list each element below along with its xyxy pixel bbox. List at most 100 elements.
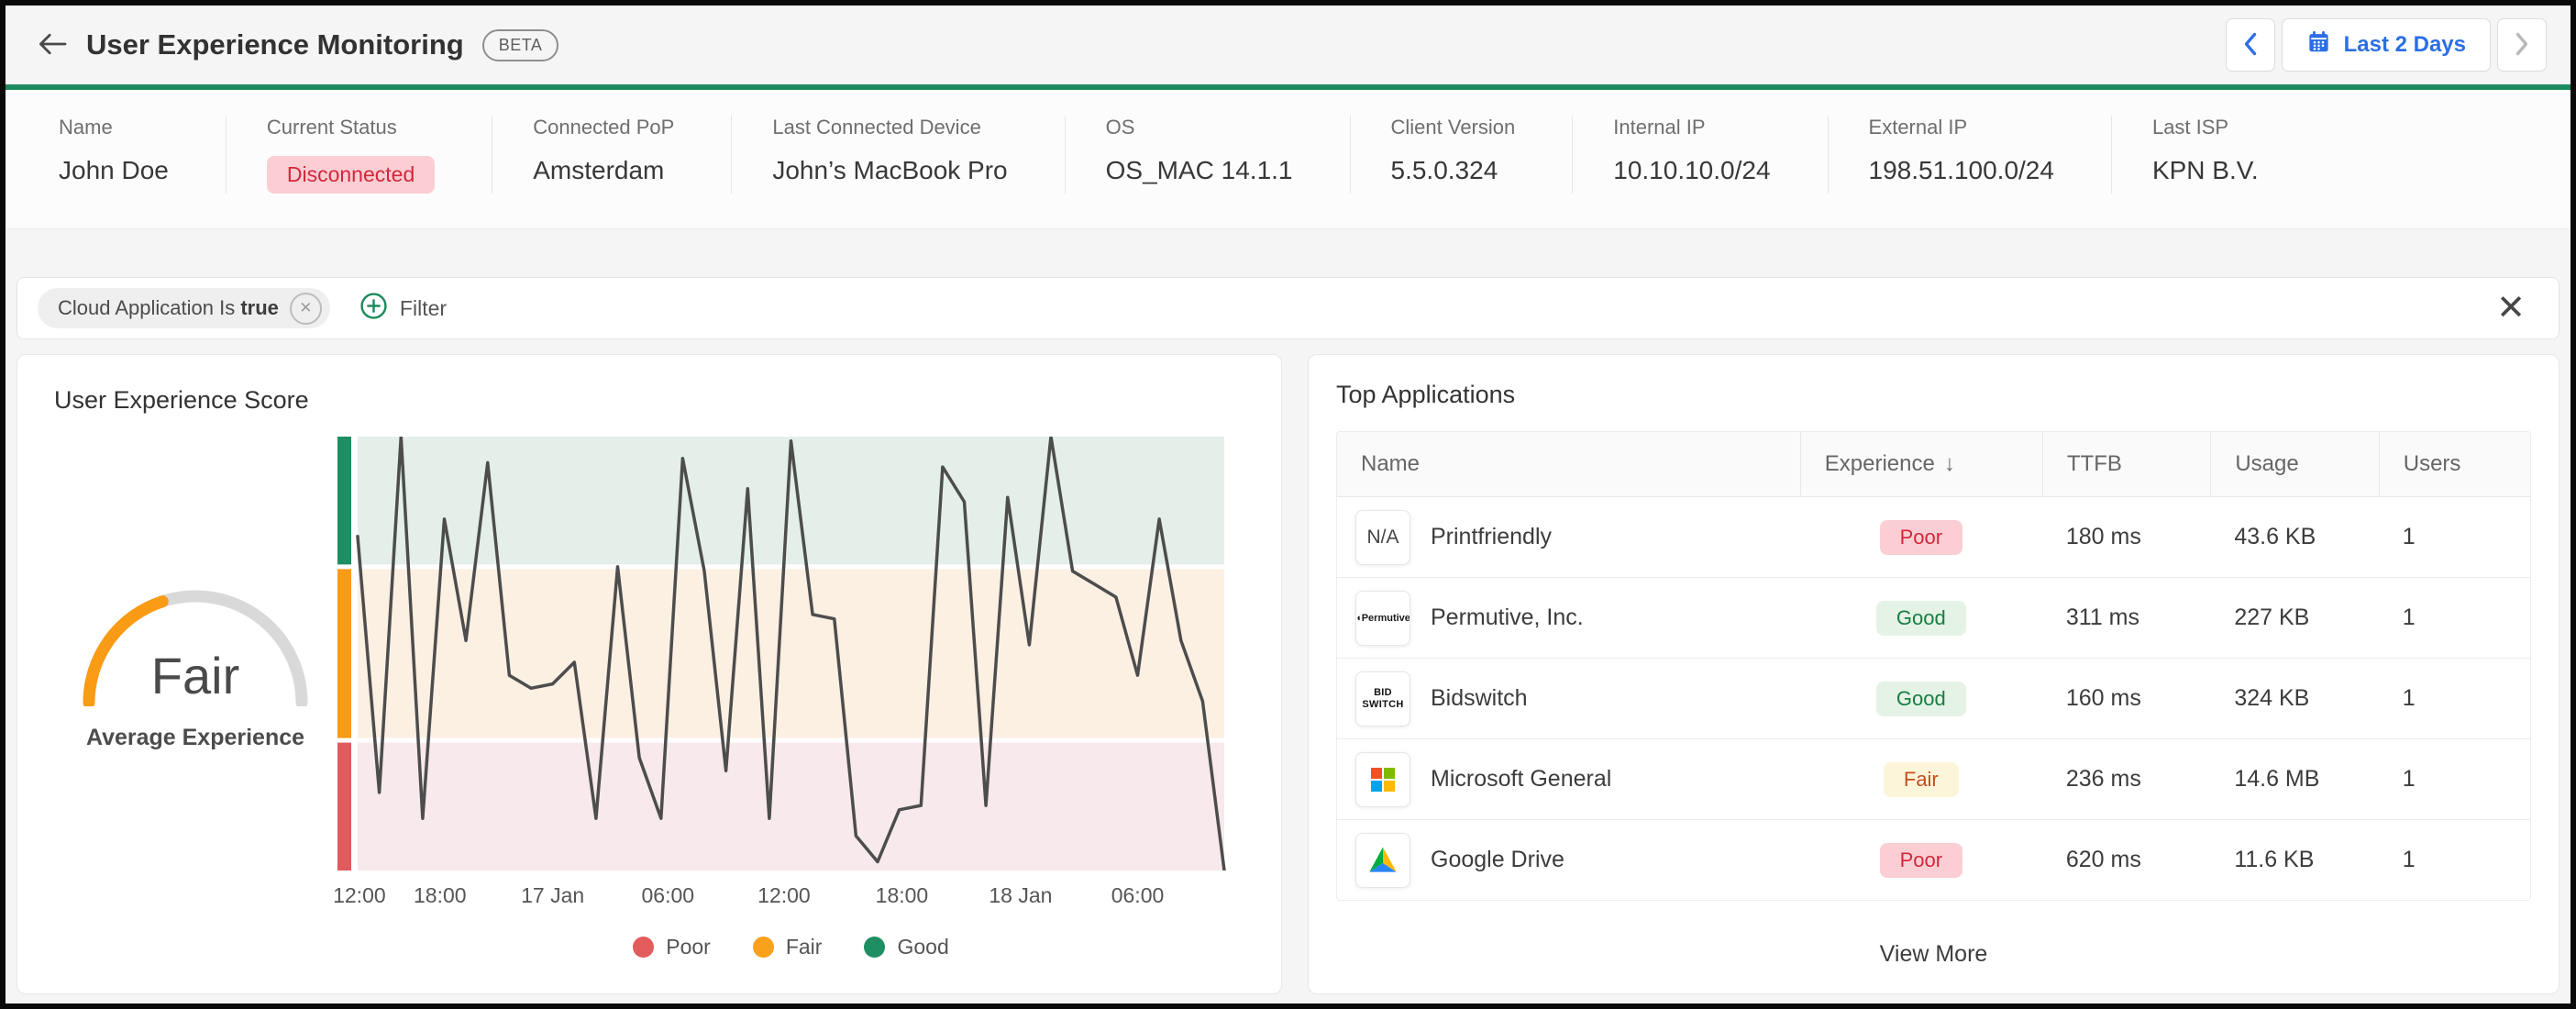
filter-chip-remove-icon[interactable]: ✕ — [289, 292, 322, 325]
app-name-cell: N/A Printfriendly — [1337, 509, 1800, 565]
info-field-label: Last ISP — [2151, 116, 2229, 139]
info-field-external-ip: External IP 198.51.100.0/24 — [1827, 116, 2111, 194]
info-field-value: OS_MAC 14.1.1 — [1105, 156, 1293, 184]
app-name-label: Google Drive — [1431, 847, 1564, 872]
date-range-picker: Last 2 Days — [2225, 18, 2547, 72]
column-header-users[interactable]: Users — [2378, 432, 2530, 496]
table-row-google-drive[interactable]: Google Drive Poor 620 ms 11.6 KB 1 — [1337, 820, 2530, 900]
band-fair — [358, 566, 1224, 741]
date-next-button[interactable] — [2497, 18, 2547, 72]
top-bar: User Experience Monitoring BETA — [6, 6, 2570, 84]
column-header-label: Name — [1361, 451, 1421, 476]
column-header-usage[interactable]: Usage — [2210, 432, 2378, 496]
date-prev-button[interactable] — [2225, 18, 2275, 72]
users-cell: 1 — [2402, 766, 2416, 792]
experience-cell: Good — [1800, 681, 2042, 716]
microsoft-icon — [1371, 767, 1395, 792]
app-name-label: Microsoft General — [1431, 766, 1612, 792]
sort-descending-icon: ↓ — [1943, 451, 1955, 476]
column-header-label: Experience — [1824, 451, 1935, 476]
app-icon-na: N/A — [1355, 509, 1410, 565]
chevron-left-icon — [2241, 30, 2260, 61]
info-field-label: Internal IP — [1613, 116, 1706, 139]
legend-label: Poor — [666, 935, 711, 959]
x-tick-12-00: 12:00 — [333, 883, 386, 907]
axis-strip-fair — [337, 566, 351, 741]
table-row-printfriendly[interactable]: N/A Printfriendly Poor 180 ms 43.6 KB 1 — [1337, 497, 2530, 578]
info-field-value: Amsterdam — [533, 156, 665, 184]
app-name-cell: Google Drive — [1337, 832, 1800, 888]
users-cell: 1 — [2402, 847, 2416, 872]
axis-strip-poor — [337, 740, 351, 870]
info-field-os: OS OS_MAC 14.1.1 — [1064, 116, 1350, 194]
ttfb-cell: 311 ms — [2065, 604, 2140, 630]
chart-legend: Poor Fair Good — [358, 935, 1224, 959]
table-row-bidswitch[interactable]: BID SWITCH Bidswitch Good 160 ms 324 KB 1 — [1337, 659, 2530, 739]
table-header-row: Name Experience ↓ TTFB Usage Users — [1337, 432, 2530, 497]
gauge-caption: Average Experience — [85, 725, 305, 750]
experience-cell: Good — [1800, 600, 2042, 636]
table-row-microsoft-general[interactable]: Microsoft General Fair 236 ms 14.6 MB 1 — [1337, 739, 2530, 820]
date-range-button[interactable]: Last 2 Days — [2281, 18, 2491, 72]
legend-dot-good-icon — [864, 937, 886, 958]
info-field-last-isp: Last ISP KPN B.V. — [2110, 116, 2316, 194]
google-drive-icon — [1369, 847, 1397, 872]
experience-badge-poor: Poor — [1879, 842, 1963, 878]
legend-item-poor[interactable]: Poor — [633, 935, 711, 959]
legend-item-good[interactable]: Good — [864, 935, 949, 959]
band-poor — [358, 740, 1224, 870]
x-tick-18-00: 18:00 — [413, 883, 467, 907]
column-header-experience[interactable]: Experience ↓ — [1799, 432, 2042, 496]
users-cell: 1 — [2402, 685, 2416, 711]
filter-bar-close-icon[interactable]: ✕ — [2491, 290, 2531, 327]
info-field-internal-ip: Internal IP 10.10.10.0/24 — [1572, 116, 1827, 194]
app-name-cell: Microsoft General — [1337, 751, 1800, 807]
info-field-current-status: Current Status Disconnected — [225, 116, 492, 194]
status-badge: Disconnected — [266, 156, 436, 194]
score-card-title: User Experience Score — [54, 386, 309, 414]
legend-label: Fair — [785, 935, 823, 959]
column-header-name[interactable]: Name — [1337, 432, 1800, 496]
experience-cell: Poor — [1800, 842, 2042, 878]
view-more-link[interactable]: View More — [1879, 941, 1988, 967]
accent-divider — [6, 84, 2570, 90]
plus-circle-icon — [359, 292, 388, 326]
legend-item-fair[interactable]: Fair — [752, 935, 823, 959]
ttfb-cell: 236 ms — [2065, 766, 2141, 792]
info-field-last-connected-device: Last Connected Device John’s MacBook Pro — [731, 116, 1064, 194]
column-header-ttfb[interactable]: TTFB — [2041, 432, 2210, 496]
chevron-right-icon — [2513, 30, 2531, 61]
usage-cell: 227 KB — [2234, 604, 2310, 630]
date-range-label: Last 2 Days — [2343, 32, 2466, 57]
gauge-arc: Fair — [67, 569, 324, 709]
info-field-client-version: Client Version 5.5.0.324 — [1349, 116, 1573, 194]
experience-badge-good: Good — [1875, 600, 1966, 636]
axis-strip-good — [337, 437, 351, 567]
usage-cell: 14.6 MB — [2234, 766, 2320, 792]
info-field-value: 198.51.100.0/24 — [1868, 156, 2054, 184]
x-tick-17-jan: 17 Jan — [521, 883, 585, 907]
top-applications-card: Top Applications Name Experience ↓ TTFB Usag… — [1308, 354, 2559, 994]
info-field-label: External IP — [1868, 116, 1968, 139]
table-row-permutive-inc[interactable]: ◖Permutive Permutive, Inc. Good 311 ms 227 K… — [1337, 578, 2530, 659]
main-content: User Experience Score Fair Average Exper… — [17, 354, 2559, 994]
app-icon-bidswitch: BID SWITCH — [1355, 671, 1410, 726]
filter-chip-value: true — [240, 296, 279, 319]
info-field-value: KPN B.V. — [2151, 156, 2259, 184]
add-filter-button[interactable]: Filter — [354, 291, 452, 327]
x-tick-18-00: 18:00 — [875, 883, 929, 907]
calendar-icon — [2306, 29, 2331, 61]
band-separator — [337, 564, 1244, 570]
info-field-label: Connected PoP — [533, 116, 675, 139]
na-icon: N/A — [1366, 526, 1399, 548]
x-tick-06-00: 06:00 — [1111, 883, 1165, 907]
filter-chip-cloud-application[interactable]: Cloud Application Is true ✕ — [38, 288, 330, 328]
app-name-label: Bidswitch — [1431, 685, 1528, 711]
score-card-body: Fair Average Experience 12:00 18:00 17 Jan… — [54, 424, 1244, 959]
app-name-cell: ◖Permutive Permutive, Inc. — [1337, 590, 1800, 646]
info-field-label: OS — [1105, 116, 1135, 139]
gauge-value-label: Fair — [150, 647, 240, 704]
back-button[interactable] — [33, 28, 72, 63]
info-field-value: 10.10.10.0/24 — [1613, 156, 1771, 184]
info-field-value: John’s MacBook Pro — [772, 156, 1008, 184]
